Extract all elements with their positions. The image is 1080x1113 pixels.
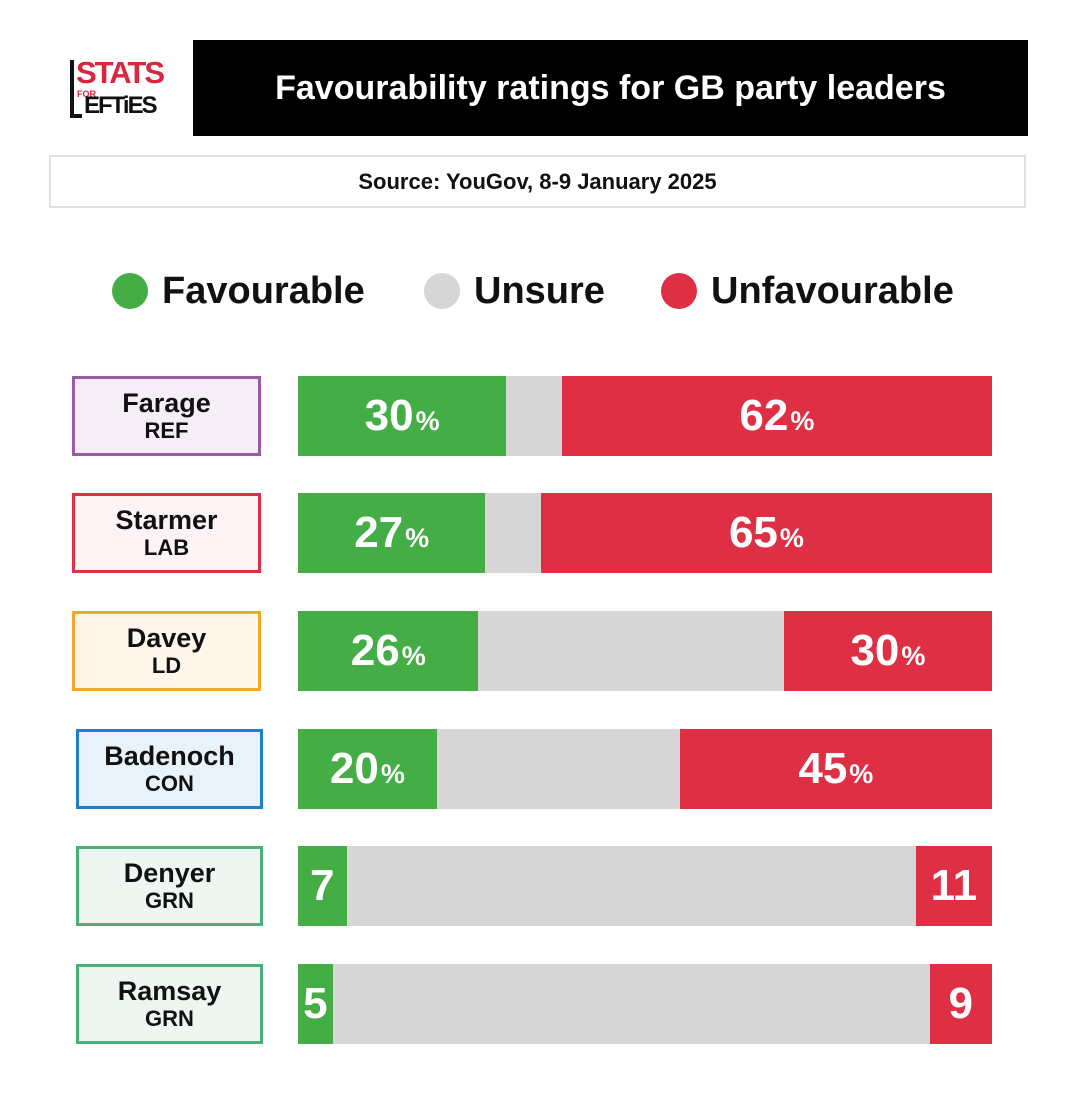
data-label-value: 45 xyxy=(798,744,848,793)
legend-item-unfavourable: Unfavourable xyxy=(661,266,954,316)
bar-segment-unsure xyxy=(346,846,916,926)
logo-lefties-text: EFTiES xyxy=(84,92,158,119)
leader-party: REF xyxy=(144,418,189,443)
legend-label-unsure: Unsure xyxy=(474,269,605,312)
data-label-value: 62 xyxy=(739,391,789,440)
data-label-favourable: 26% xyxy=(298,611,478,691)
data-label-unfavourable: 9 xyxy=(930,964,992,1044)
data-label-percent-sign: % xyxy=(380,758,405,789)
leader-box-denyer: Denyer GRN xyxy=(76,846,263,926)
data-label-unfavourable: 45% xyxy=(680,729,992,809)
data-label-percent-sign: % xyxy=(849,758,874,789)
bar-row-starmer: 27% 65% xyxy=(298,493,992,573)
bar-segment-favourable xyxy=(298,493,486,573)
bar-segment-favourable xyxy=(298,729,437,809)
bar-segment-unsure xyxy=(485,493,541,573)
bar-segment-unsure xyxy=(506,376,562,456)
stats-for-lefties-logo: STATS FOR EFTiES xyxy=(68,55,165,121)
leader-box-badenoch: Badenoch CON xyxy=(76,729,263,809)
bar-segment-unfavourable xyxy=(540,493,992,573)
legend-dot-favourable xyxy=(112,273,148,309)
leader-name: Davey xyxy=(126,623,207,653)
data-label-percent-sign: % xyxy=(415,405,440,436)
data-label-value: 27 xyxy=(354,508,404,557)
legend-dot-unfavourable xyxy=(661,273,697,309)
data-label-value: 65 xyxy=(728,508,778,557)
data-label-unfavourable: 11 xyxy=(916,846,992,926)
data-label-value: 7 xyxy=(310,861,335,910)
legend-dot-unsure xyxy=(424,273,460,309)
data-label-value: 26 xyxy=(350,626,400,675)
logo-l-foot xyxy=(70,114,82,118)
leader-name: Starmer xyxy=(115,505,218,535)
data-label-value: 9 xyxy=(948,979,973,1028)
data-label-unfavourable: 62% xyxy=(562,376,992,456)
data-label-favourable: 30% xyxy=(298,376,506,456)
data-label-value: 11 xyxy=(930,861,978,910)
data-label-percent-sign: % xyxy=(901,640,926,671)
data-label-unfavourable: 30% xyxy=(784,611,992,691)
bar-segment-unsure xyxy=(436,729,680,809)
data-label-percent-sign: % xyxy=(790,405,815,436)
legend-item-unsure: Unsure xyxy=(424,266,605,316)
bar-segment-favourable xyxy=(298,846,347,926)
leader-name: Farage xyxy=(122,388,211,418)
bar-segment-unsure xyxy=(478,611,784,691)
data-label-value: 30 xyxy=(364,391,414,440)
leader-box-starmer: Starmer LAB xyxy=(72,493,261,573)
bar-row-davey: 26% 30% xyxy=(298,611,992,691)
leader-party: GRN xyxy=(145,888,194,913)
bar-segment-favourable xyxy=(298,611,479,691)
data-label-percent-sign: % xyxy=(779,522,804,553)
logo-stats-text: STATS xyxy=(76,55,165,90)
leader-name: Ramsay xyxy=(117,976,222,1006)
data-label-favourable: 7 xyxy=(298,846,347,926)
bar-segment-favourable xyxy=(298,964,333,1044)
chart-title: Favourability ratings for GB party leade… xyxy=(193,40,1028,136)
logo-for-text: FOR xyxy=(77,89,96,99)
legend-item-favourable: Favourable xyxy=(112,266,365,316)
data-label-favourable: 5 xyxy=(298,964,333,1044)
leader-box-davey: Davey LD xyxy=(72,611,261,691)
bar-segment-unfavourable xyxy=(561,376,992,456)
bar-segment-favourable xyxy=(298,376,507,456)
leader-party: LAB xyxy=(143,535,190,560)
bar-segment-unfavourable xyxy=(783,611,992,691)
leader-name: Badenoch xyxy=(104,741,235,771)
data-label-value: 20 xyxy=(329,744,379,793)
data-label-favourable: 27% xyxy=(298,493,485,573)
data-label-percent-sign: % xyxy=(401,640,426,671)
data-label-value: 5 xyxy=(303,979,328,1028)
data-label-unfavourable: 65% xyxy=(541,493,992,573)
data-label-percent-sign: % xyxy=(405,522,430,553)
data-label-favourable: 20% xyxy=(298,729,437,809)
bar-row-denyer: 7 11 xyxy=(298,846,992,926)
bar-segment-unsure xyxy=(332,964,930,1044)
leader-box-ramsay: Ramsay GRN xyxy=(76,964,263,1044)
leader-name: Denyer xyxy=(123,858,216,888)
logo-l-stem xyxy=(70,60,74,118)
leader-box-farage: Farage REF xyxy=(72,376,261,456)
bar-row-farage: 30% 62% xyxy=(298,376,992,456)
bar-segment-unfavourable xyxy=(679,729,992,809)
leader-party: LD xyxy=(151,653,182,678)
bar-segment-unfavourable xyxy=(915,846,992,926)
leader-party: CON xyxy=(145,771,194,796)
leader-party: GRN xyxy=(145,1006,194,1031)
legend-label-favourable: Favourable xyxy=(162,269,365,312)
bar-segment-unfavourable xyxy=(929,964,992,1044)
chart-source: Source: YouGov, 8-9 January 2025 xyxy=(49,155,1026,208)
legend-label-unfavourable: Unfavourable xyxy=(711,269,954,312)
data-label-value: 30 xyxy=(850,626,900,675)
bar-row-badenoch: 20% 45% xyxy=(298,729,992,809)
